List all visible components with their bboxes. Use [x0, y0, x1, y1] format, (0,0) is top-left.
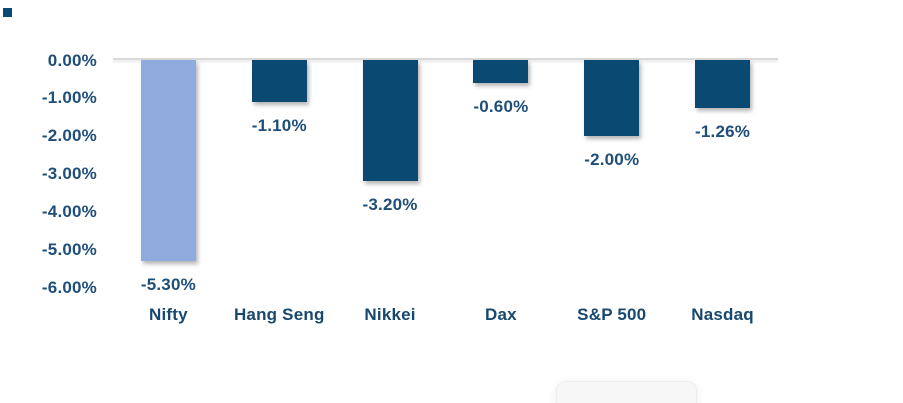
- y-axis-tick-label: -1.00%: [41, 88, 97, 108]
- bar-nasdaq[interactable]: [695, 60, 751, 108]
- bar-dax[interactable]: [473, 60, 529, 83]
- category-label: S&P 500: [577, 305, 647, 324]
- corner-marker-icon: [3, 8, 12, 17]
- category-label: Hang Seng: [233, 305, 325, 324]
- value-label: -5.30%: [140, 274, 196, 294]
- bar-s-p-500[interactable]: [584, 60, 640, 136]
- bar-nikkei[interactable]: [362, 60, 418, 182]
- category-label: Nasdaq: [691, 305, 754, 324]
- value-label: -1.10%: [251, 115, 307, 135]
- y-axis-tick-label: -4.00%: [41, 202, 97, 222]
- y-axis-tick-label: -6.00%: [41, 277, 97, 297]
- category-label: Nifty: [149, 305, 188, 324]
- bar-hang-seng[interactable]: [251, 60, 307, 102]
- y-axis-tick-label: -2.00%: [41, 126, 97, 146]
- value-label: -1.26%: [695, 121, 751, 141]
- category-label: Dax: [485, 305, 517, 324]
- x-axis-line: [113, 58, 778, 60]
- value-label: -3.20%: [362, 195, 418, 215]
- y-axis-tick-label: 0.00%: [47, 50, 97, 70]
- value-label: -0.60%: [473, 96, 529, 116]
- category-label: Nikkei: [364, 305, 416, 324]
- bar-nifty[interactable]: [140, 60, 196, 261]
- y-axis-tick-label: -3.00%: [41, 164, 97, 184]
- bottom-popup[interactable]: [556, 381, 697, 403]
- y-axis-tick-label: -5.00%: [41, 240, 97, 259]
- value-label: -2.00%: [584, 149, 640, 169]
